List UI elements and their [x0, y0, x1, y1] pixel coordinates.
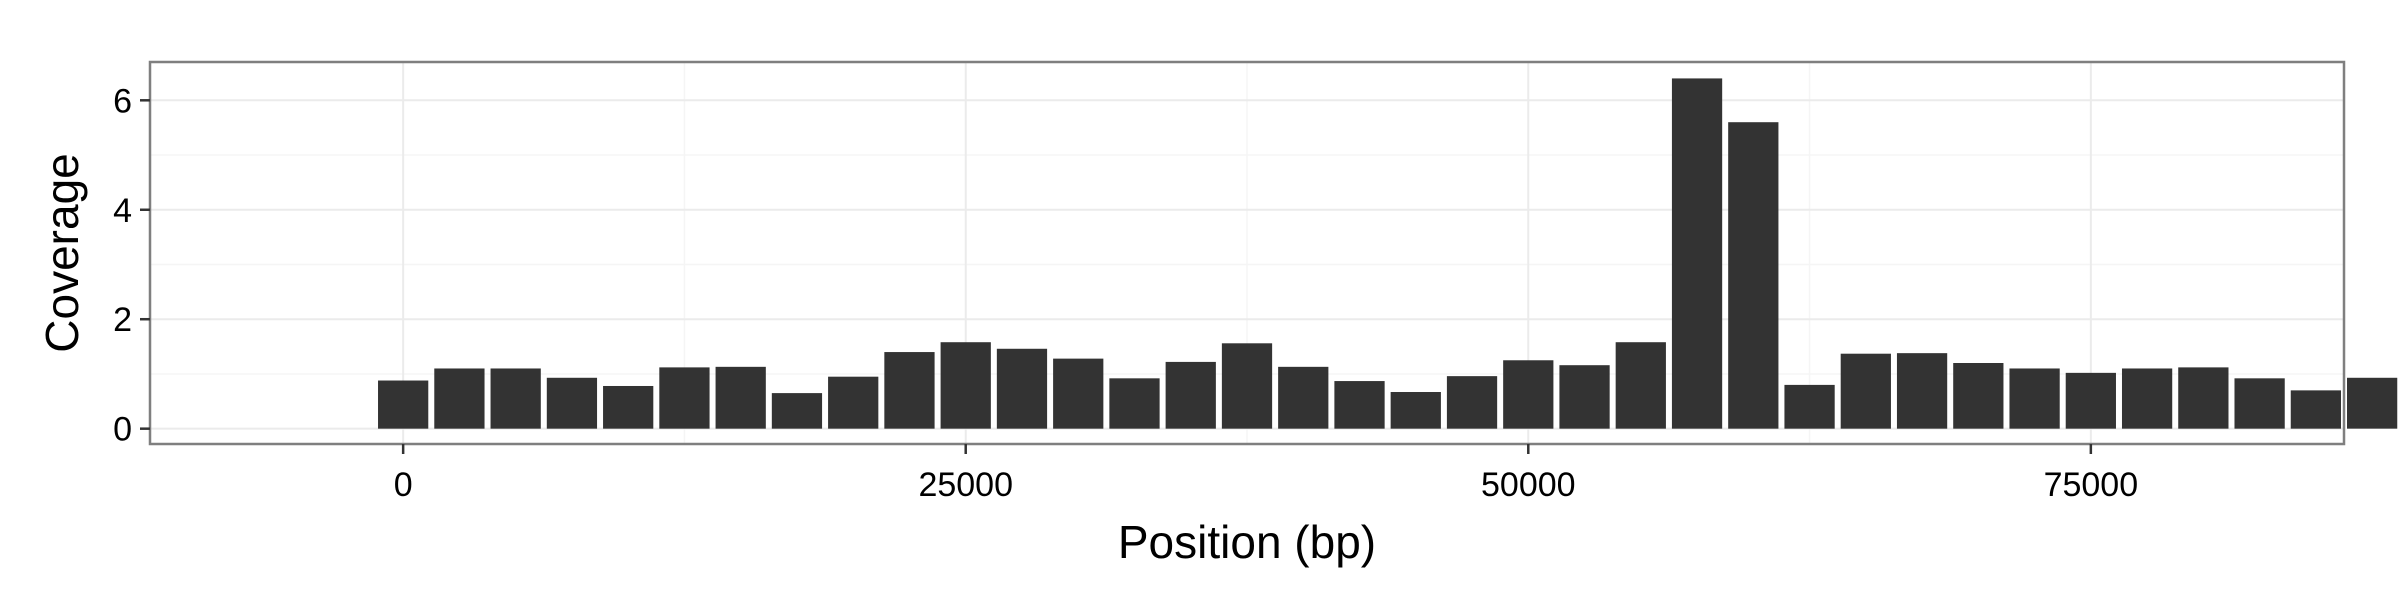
bar [659, 367, 710, 429]
bar [1221, 343, 1273, 429]
bar [1953, 363, 2004, 429]
bar [715, 366, 766, 429]
x-axis-title: Position (bp) [1118, 516, 1376, 568]
y-tick-label: 6 [113, 82, 132, 120]
x-tick-label: 0 [394, 466, 413, 504]
bar [2121, 368, 2173, 429]
bar [1390, 392, 1441, 429]
x-tick-label: 25000 [918, 466, 1013, 504]
y-tick-label: 2 [113, 301, 132, 339]
bar [1334, 381, 1385, 429]
bar [1728, 122, 1779, 429]
bars [378, 78, 2398, 429]
bar [828, 376, 879, 429]
bar [996, 348, 1048, 429]
bar [378, 380, 429, 429]
bar [546, 377, 598, 429]
bar [771, 393, 823, 429]
bar [1671, 78, 1723, 429]
bar [1559, 365, 1610, 429]
bar [2178, 367, 2229, 429]
bar [434, 368, 485, 429]
axis-ticks: 0 25000 50000 75000 0 2 4 6 [113, 82, 2138, 504]
bar [2290, 390, 2341, 429]
bar [1446, 376, 1498, 429]
y-tick-label: 0 [113, 411, 132, 449]
bar [1165, 361, 1216, 429]
bar [1278, 366, 1329, 429]
bar [1503, 360, 1554, 429]
x-tick-label: 50000 [1481, 466, 1576, 504]
bar [1053, 358, 1104, 429]
bar [1615, 342, 1666, 429]
bar [1840, 353, 1891, 429]
bar [1784, 384, 1835, 429]
bar [490, 368, 541, 429]
bar [2234, 378, 2285, 429]
x-tick-label: 75000 [2044, 466, 2139, 504]
bar [2065, 372, 2116, 429]
bar [1109, 378, 1160, 429]
bar [603, 385, 654, 429]
y-tick-label: 4 [113, 192, 132, 230]
panel-border [148, 60, 2346, 446]
bar [884, 352, 935, 429]
bar [940, 342, 991, 429]
bar [2009, 368, 2060, 429]
bar [1896, 353, 1948, 429]
y-axis-title: Coverage [36, 153, 88, 352]
bar [2347, 377, 2398, 429]
